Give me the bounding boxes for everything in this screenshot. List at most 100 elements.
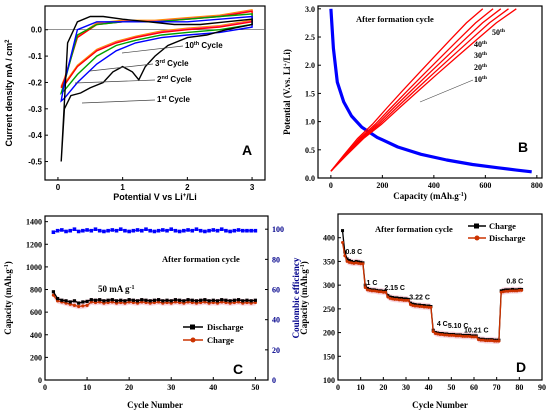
charge-point — [51, 293, 56, 297]
charge-curve — [330, 8, 484, 172]
discharge-point — [51, 290, 56, 294]
discharge-point — [343, 254, 347, 258]
discharge-point — [513, 289, 517, 293]
discharge-point — [165, 298, 169, 302]
discharge-point — [411, 304, 415, 308]
c-x-label: 40 — [209, 383, 217, 392]
discharge-point — [388, 296, 392, 300]
panel-c-title: After formation cycle — [162, 254, 240, 264]
discharge-point — [440, 332, 444, 336]
legend-marker — [190, 337, 196, 343]
rate-annotation: 2.15 C — [384, 285, 405, 292]
c-y2-label: 80 — [272, 255, 280, 264]
discharge-point — [504, 289, 508, 293]
discharge-point — [64, 299, 68, 303]
panel-d-annotations: 0.8 C 1 C 2.15 C 3.22 C 4 C 5.10 C10.21 C 0.8 … — [345, 249, 523, 335]
panel-c-frame — [44, 215, 269, 381]
d-x-label: 90 — [538, 383, 546, 392]
annotation-leader — [81, 99, 156, 104]
efficiency-point — [182, 228, 186, 233]
efficiency-point — [85, 228, 89, 232]
legend-label: Discharge — [207, 322, 244, 332]
panel-a-ylabel: Current density mA / cm2 — [4, 39, 14, 147]
discharge-point — [341, 240, 345, 244]
b-y-label: 0.5 — [305, 146, 315, 155]
discharge-point — [501, 290, 505, 294]
cycle-annotation: 10th Cycle — [185, 41, 223, 50]
discharge-point — [470, 335, 474, 339]
discharge-point — [60, 298, 64, 302]
discharge-point — [508, 289, 512, 293]
panel-b-series — [329, 8, 532, 174]
discharge-point — [520, 288, 524, 292]
discharge-point — [199, 298, 203, 302]
cycle-annotation: 10th — [474, 75, 487, 84]
rate-annotation: 3.22 C — [409, 294, 430, 301]
rate-annotation: 1 C — [367, 280, 378, 287]
d-y-label: 200 — [323, 329, 335, 338]
discharge-point — [161, 299, 165, 303]
efficiency-point — [118, 227, 123, 231]
annotation-leader — [419, 79, 474, 103]
rate-annotation: 4 C — [437, 321, 448, 328]
b-x-label: 600 — [479, 181, 491, 190]
efficiency-point — [139, 228, 144, 233]
discharge-point — [449, 333, 453, 337]
a-y-label: -0.5 — [28, 158, 42, 167]
panel-c-rate: 50 mA g-1 — [98, 284, 135, 294]
discharge-point — [436, 332, 440, 336]
efficiency-point — [249, 228, 253, 233]
d-x-label: 30 — [402, 383, 410, 392]
c-y-label: 200 — [30, 353, 42, 362]
discharge-point — [98, 298, 102, 302]
discharge-point — [93, 298, 98, 302]
efficiency-point — [93, 227, 98, 231]
efficiency-point — [148, 228, 152, 233]
charge-curve — [330, 8, 502, 172]
efficiency-point — [161, 228, 165, 232]
d-y-label: 350 — [323, 257, 335, 266]
d-x-label: 10 — [357, 383, 365, 392]
discharge-point — [463, 334, 467, 338]
discharge-point — [89, 298, 93, 302]
efficiency-point — [165, 228, 169, 233]
cv-curve — [60, 15, 253, 103]
discharge-point — [190, 298, 194, 302]
c-x-label: 10 — [83, 383, 91, 392]
d-y-label: 150 — [323, 352, 335, 361]
efficiency-point — [228, 229, 232, 234]
discharge-point — [474, 335, 478, 339]
d-x-label: 80 — [515, 383, 523, 392]
panel-a-frame — [44, 5, 266, 181]
d-x-label: 0 — [336, 383, 340, 392]
rate-annotation: 10.21 C — [464, 328, 489, 335]
discharge-point — [211, 298, 215, 302]
a-y-label: -0.1 — [28, 52, 42, 61]
discharge-point — [386, 295, 390, 299]
a-x-label: 0 — [56, 183, 61, 192]
efficiency-point — [169, 227, 174, 231]
discharge-point — [106, 298, 110, 302]
discharge-point — [429, 305, 433, 309]
legend-label: Discharge — [489, 233, 526, 243]
c-y2-label: 40 — [272, 316, 280, 325]
d-x-label: 20 — [379, 383, 387, 392]
cycle-annotation: 2nd Cycle — [157, 75, 192, 84]
panel-d-frame — [337, 213, 543, 381]
discharge-point — [114, 299, 119, 303]
panel-c-series — [51, 227, 258, 310]
legend-marker — [474, 223, 479, 229]
b-y-label: 2.0 — [305, 61, 315, 70]
discharge-point — [481, 338, 485, 342]
discharge-point — [253, 298, 257, 302]
discharge-point — [375, 289, 379, 293]
discharge-point — [479, 338, 483, 342]
discharge-point — [397, 298, 401, 302]
c-x-label: 50 — [251, 383, 259, 392]
a-y-label: -0.4 — [28, 131, 42, 140]
d-y-label: 100 — [323, 376, 335, 385]
b-x-label: 0 — [329, 181, 333, 190]
efficiency-point — [236, 228, 241, 232]
a-x-label: 2 — [185, 183, 190, 192]
discharge-point — [488, 339, 492, 343]
